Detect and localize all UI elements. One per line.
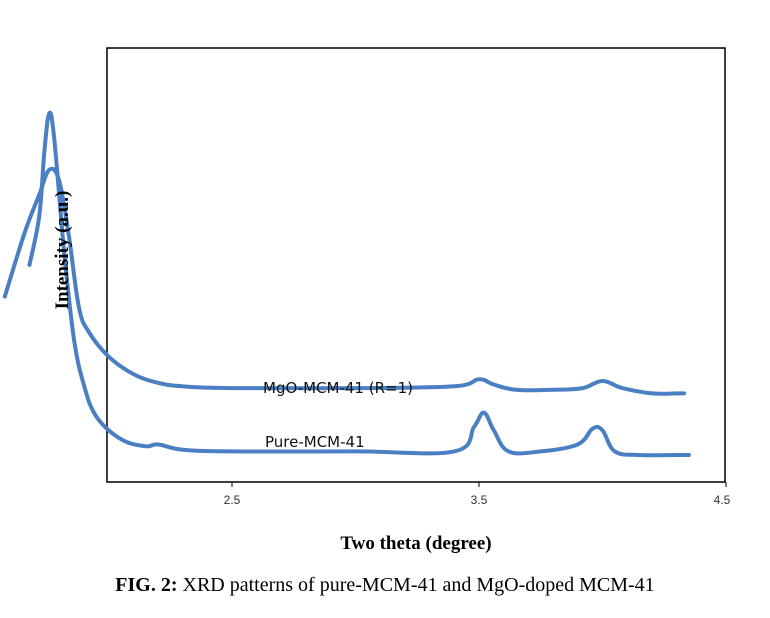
plot-frame [106,47,726,483]
xrd-chart: 2.5 3.5 4.5 MgO-MCM-41 (R=1) Pure-MCM-41 T… [2,47,731,554]
series-label-pure-mcm41: Pure-MCM-41 [265,433,365,451]
series-line-pure-mcm41 [27,110,691,458]
figure-caption: FIG. 2: XRD patterns of pure-MCM-41 and … [0,574,770,597]
series-group [2,110,691,458]
x-tick-label: 4.5 [714,493,731,507]
x-tick-label: 3.5 [471,493,488,507]
figure-caption-label: FIG. 2: [115,574,178,596]
x-axis-ticks: 2.5 3.5 4.5 [224,482,731,507]
figure-caption-text: XRD patterns of pure-MCM-41 and MgO-dope… [177,574,655,596]
y-axis-title: Intensity (a.u.) [52,191,73,310]
series-label-mgo-mcm41: MgO-MCM-41 (R=1) [263,379,413,397]
x-tick-label: 2.5 [224,493,241,507]
x-axis-title: Two theta (degree) [340,533,491,554]
